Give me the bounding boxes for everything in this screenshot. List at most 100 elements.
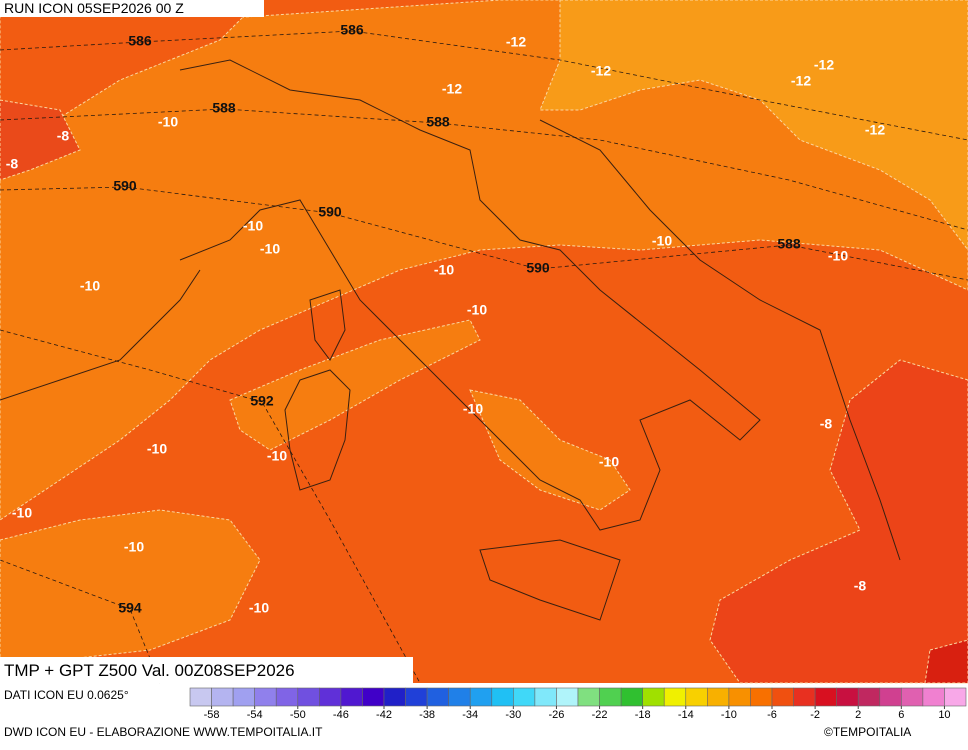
colorbar-swatch: [814, 687, 837, 707]
colorbar-swatch: [297, 687, 320, 707]
temperature-label: -10: [249, 600, 269, 616]
data-source: DATI ICON EU 0.0625°: [4, 688, 129, 702]
colorbar-tick-label: 2: [855, 709, 861, 721]
colorbar-swatch: [728, 687, 751, 707]
temperature-label: -10: [158, 114, 178, 130]
colorbar-swatch: [642, 687, 665, 707]
temperature-label: -10: [12, 505, 32, 521]
colorbar-swatch: [383, 687, 406, 707]
colorbar-swatch: [405, 687, 428, 707]
coastlines: [0, 59, 901, 621]
colorbar-swatch: [857, 687, 881, 707]
colorbar-tick-label: -26: [548, 709, 564, 721]
temperature-label: -12: [814, 57, 834, 73]
temperature-label: -10: [147, 441, 167, 457]
colorbar-tick-label: -6: [767, 709, 777, 721]
colorbar-tick-label: -22: [592, 709, 608, 721]
colorbar-swatch: [707, 687, 730, 707]
title-box: [0, 657, 413, 683]
colorbar-tick-label: -18: [635, 709, 651, 721]
colorbar-tick-label: 6: [898, 709, 904, 721]
temperature-label: -12: [506, 34, 526, 50]
temperature-label: -10: [463, 401, 483, 417]
temperature-label: -8: [820, 416, 833, 432]
temperature-fields: [0, 0, 968, 684]
colorbar-tick-label: -34: [462, 709, 478, 721]
geopotential-label: 590: [526, 260, 550, 276]
colorbar-swatch: [189, 687, 212, 707]
geopotential-label: 588: [777, 236, 801, 252]
temperature-label: -8: [6, 156, 19, 172]
colorbar-swatch: [534, 687, 557, 707]
colorbar-swatch: [922, 687, 945, 707]
colorbar-tick-label: -54: [247, 709, 263, 721]
colorbar-swatch: [771, 687, 794, 707]
colorbar-swatch: [836, 687, 859, 707]
temperature-label: -10: [599, 454, 619, 470]
colorbar-tick-label: -30: [505, 709, 521, 721]
temperature-label: -10: [124, 539, 144, 555]
colorbar-tick-label: -46: [333, 709, 349, 721]
header-box: [0, 0, 264, 17]
colorbar-tick-label: -14: [678, 709, 694, 721]
temperature-label: -10: [80, 278, 100, 294]
colorbar-swatch: [254, 687, 277, 707]
temperature-label: -10: [467, 302, 487, 318]
colorbar-swatch: [362, 687, 385, 707]
temperature-label: -10: [243, 218, 263, 234]
geopotential-label: 588: [426, 114, 450, 130]
colorbar-swatch: [750, 687, 773, 707]
colorbar-tick-label: -2: [810, 709, 820, 721]
colorbar-swatch: [491, 687, 514, 707]
colorbar-tick-label: -10: [721, 709, 737, 721]
colorbar-tick-label: 10: [938, 709, 950, 721]
colorbar-swatch: [513, 687, 536, 707]
geopotential-label: 590: [318, 204, 342, 220]
colorbar-tick-label: -42: [376, 709, 392, 721]
temperature-label: -12: [442, 81, 462, 97]
colorbar-swatch: [556, 687, 579, 707]
colorbar-swatch: [620, 687, 643, 707]
geopotential-label: 594: [118, 600, 142, 616]
colorbar-swatch: [685, 687, 708, 707]
temperature-label: -10: [434, 262, 454, 278]
credit: DWD ICON EU - ELABORAZIONE WWW.TEMPOITAL…: [4, 725, 323, 739]
temperature-label: -8: [854, 578, 867, 594]
colorbar-swatch: [879, 687, 902, 707]
geopotential-label: 586: [340, 22, 364, 38]
colorbar-swatch: [426, 687, 449, 707]
temperature-label: -10: [828, 248, 848, 264]
colorbar-swatch: [944, 687, 967, 707]
geopotential-label: 586: [128, 33, 152, 49]
colorbar-swatch: [319, 687, 342, 707]
geopotential-label: 588: [212, 100, 236, 116]
colorbar-swatch: [577, 687, 600, 707]
geopotential-label: 592: [250, 393, 274, 409]
colorbar-swatch: [448, 687, 471, 707]
colorbar-swatch: [793, 687, 816, 707]
temperature-label: -12: [791, 73, 811, 89]
colorbar-swatch: [232, 687, 255, 707]
colorbar-swatch: [901, 687, 924, 707]
colorbar-swatch: [469, 687, 493, 707]
colorbar-swatch: [275, 687, 299, 707]
colorbar-tick-label: -58: [204, 709, 220, 721]
temperature-label: -10: [652, 233, 672, 249]
temperature-label: -12: [591, 63, 611, 79]
colorbar-tick-label: -50: [290, 709, 306, 721]
colorbar-swatch: [599, 687, 622, 707]
colorbar-swatch: [340, 687, 363, 707]
colorbar-tick-label: -38: [419, 709, 435, 721]
temperature-label: -10: [260, 241, 280, 257]
run-label: RUN ICON 05SEP2026 00 Z: [4, 0, 184, 16]
copyright: ©TEMPOITALIA: [824, 725, 911, 739]
temperature-label: -8: [57, 128, 70, 144]
colorbar-swatch: [663, 687, 687, 707]
colorbar-swatch: [211, 687, 234, 707]
geopotential-label: 590: [113, 178, 137, 194]
map-title: TMP + GPT Z500 Val. 00Z08SEP2026: [4, 661, 295, 680]
temperature-label: -12: [865, 122, 885, 138]
temperature-label: -10: [267, 448, 287, 464]
